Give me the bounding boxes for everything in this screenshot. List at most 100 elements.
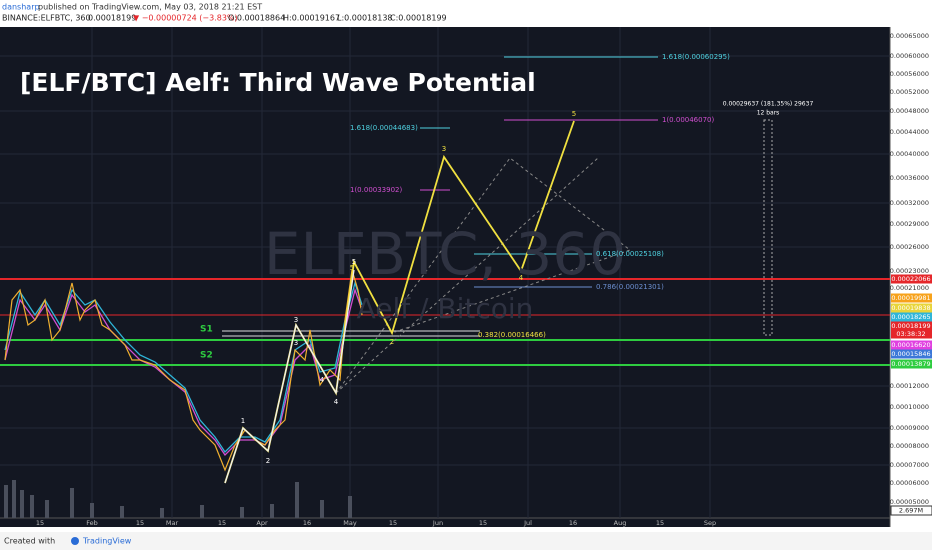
- price-tag: [891, 340, 932, 350]
- watermark-symbol: ELFBTC, 360: [264, 220, 626, 288]
- footer-brand[interactable]: TradingView: [82, 537, 132, 546]
- wave-label: 3: [294, 316, 298, 324]
- time-axis-label: 15: [479, 519, 487, 527]
- price-tag-label: 0.00022066: [891, 275, 930, 283]
- volume: [4, 480, 352, 518]
- measure-change: 0.00029637 (181.35%) 29637: [723, 101, 814, 108]
- wave-label: 4: [519, 274, 524, 282]
- chart-pane: [0, 27, 890, 527]
- time-axis-label: Mar: [166, 519, 179, 527]
- footer-logo: [71, 537, 79, 545]
- time-axis-label: 15: [218, 519, 226, 527]
- measure-bars: 12 bars: [757, 110, 780, 117]
- price-axis-label: 0.00006000: [890, 479, 929, 487]
- price-tag: [891, 349, 932, 359]
- price-axis-label: 0.00052000: [890, 88, 929, 96]
- price-axis-label: 0.00008000: [890, 442, 929, 450]
- price-tag: [891, 359, 932, 369]
- price-tag-label: 0.00019981: [891, 294, 930, 302]
- price-axis-label: 0.00036000: [890, 174, 929, 182]
- price-axis-label: 0.00029000: [890, 220, 929, 228]
- price-axis-label: 0.00065000: [890, 32, 929, 40]
- wave-label: 5: [350, 264, 354, 272]
- price-axis-label: 0.00060000: [890, 52, 929, 60]
- price-tag-label: 03:38:32: [896, 330, 925, 338]
- time-axis-label: 16: [303, 519, 311, 527]
- fib-label: 1(0.00033902): [350, 186, 402, 194]
- price-axis-label: 0.00021000: [890, 284, 929, 292]
- fib-label: 1.618(0.00044683): [350, 124, 418, 132]
- price-tag-label: 0.00015846: [891, 350, 930, 358]
- published: published on TradingView.com, May 03, 20…: [38, 3, 262, 12]
- price-axis-label: 0.00040000: [890, 150, 929, 158]
- time-axis-label: Sep: [704, 519, 716, 527]
- wave-label: 2: [266, 457, 270, 465]
- time-axis-label: Aug: [614, 519, 627, 527]
- price-tag-label: 0.00018199: [891, 322, 930, 330]
- wave-label: 3: [294, 339, 298, 347]
- header-change: ▼ −0.00000724 (−3.83%): [133, 14, 238, 23]
- wave-label: 5: [352, 258, 356, 266]
- price-axis-label: 0.00056000: [890, 70, 929, 78]
- price-tag-label: 0.00019838: [891, 304, 930, 312]
- price-tag: [891, 329, 932, 339]
- volume-tag: [890, 505, 932, 516]
- price-tag-label: 0.00016620: [891, 341, 930, 349]
- wave-label: 3: [442, 145, 446, 153]
- price-tag: [891, 293, 932, 303]
- header-open: O:0.00018864: [228, 14, 285, 23]
- price-axis-label: 0.00005000: [890, 498, 929, 506]
- price-lines: [0, 56, 890, 484]
- level-label: S2: [200, 351, 213, 361]
- fib-label: 0.618(0.00025108): [596, 250, 664, 258]
- price-axis-label: 0.00048000: [890, 107, 929, 115]
- time-axis-label: Apr: [256, 519, 268, 527]
- time-axis-label: 15: [389, 519, 397, 527]
- price-axis-label: 0.00010000: [890, 403, 929, 411]
- level-label: S1: [200, 325, 213, 335]
- price-tag: [891, 312, 932, 322]
- wave-label: 5: [572, 110, 576, 118]
- header-high: H:0.00019167: [283, 14, 340, 23]
- header-close: C:0.00018199: [390, 14, 447, 23]
- footer-created: Created with: [4, 537, 55, 546]
- price-axis-label: 0.00044000: [890, 128, 929, 136]
- publisher: dansharp: [2, 3, 40, 12]
- fib-label: 0.382(0.00016466): [478, 331, 546, 339]
- chart-title: [ELF/BTC] Aelf: Third Wave Potential: [20, 68, 536, 97]
- grid: [0, 27, 890, 518]
- price-axis-label: 0.00009000: [890, 424, 929, 432]
- time-axis-label: May: [343, 519, 357, 527]
- wave-label: 1: [241, 417, 245, 425]
- header-symbol: BINANCE:ELFBTC, 360: [2, 14, 91, 23]
- fib-label: 1(0.00046070): [662, 116, 714, 124]
- price-axis-label: 0.00023000: [890, 267, 929, 275]
- fib-label: 0.786(0.00021301): [596, 283, 664, 291]
- footer-bar: [0, 532, 932, 550]
- time-axis-label: Feb: [86, 519, 98, 527]
- price-axis-label: 0.00007000: [890, 461, 929, 469]
- time-axis-label: 15: [656, 519, 664, 527]
- time-axis-label: Jul: [523, 519, 532, 527]
- price-tag: [891, 274, 932, 284]
- header-last: 0.00018199: [88, 14, 136, 23]
- price-tag: [891, 303, 932, 313]
- volume-label: 2.697M: [899, 507, 923, 515]
- price-tag: [891, 321, 932, 331]
- price-axis-label: 0.00026000: [890, 243, 929, 251]
- wave-label: 2: [390, 338, 394, 346]
- watermark-name: Aelf / Bitcoin: [357, 292, 534, 325]
- time-axis-label: 15: [36, 519, 44, 527]
- header-low: L:0.00018138: [337, 14, 393, 23]
- price-tag-label: 0.00013879: [891, 360, 930, 368]
- price-axis-label: 0.00032000: [890, 199, 929, 207]
- time-axis-label: 16: [569, 519, 577, 527]
- fib-label: 1.618(0.00060295): [662, 53, 730, 61]
- time-axis-label: Jun: [432, 519, 443, 527]
- time-axis-label: 15: [136, 519, 144, 527]
- wave-label: 4: [334, 398, 339, 406]
- price-tag-label: 0.00018265: [891, 313, 930, 321]
- price-axis-label: 0.00012000: [890, 382, 929, 390]
- wave-label: 4: [320, 376, 325, 384]
